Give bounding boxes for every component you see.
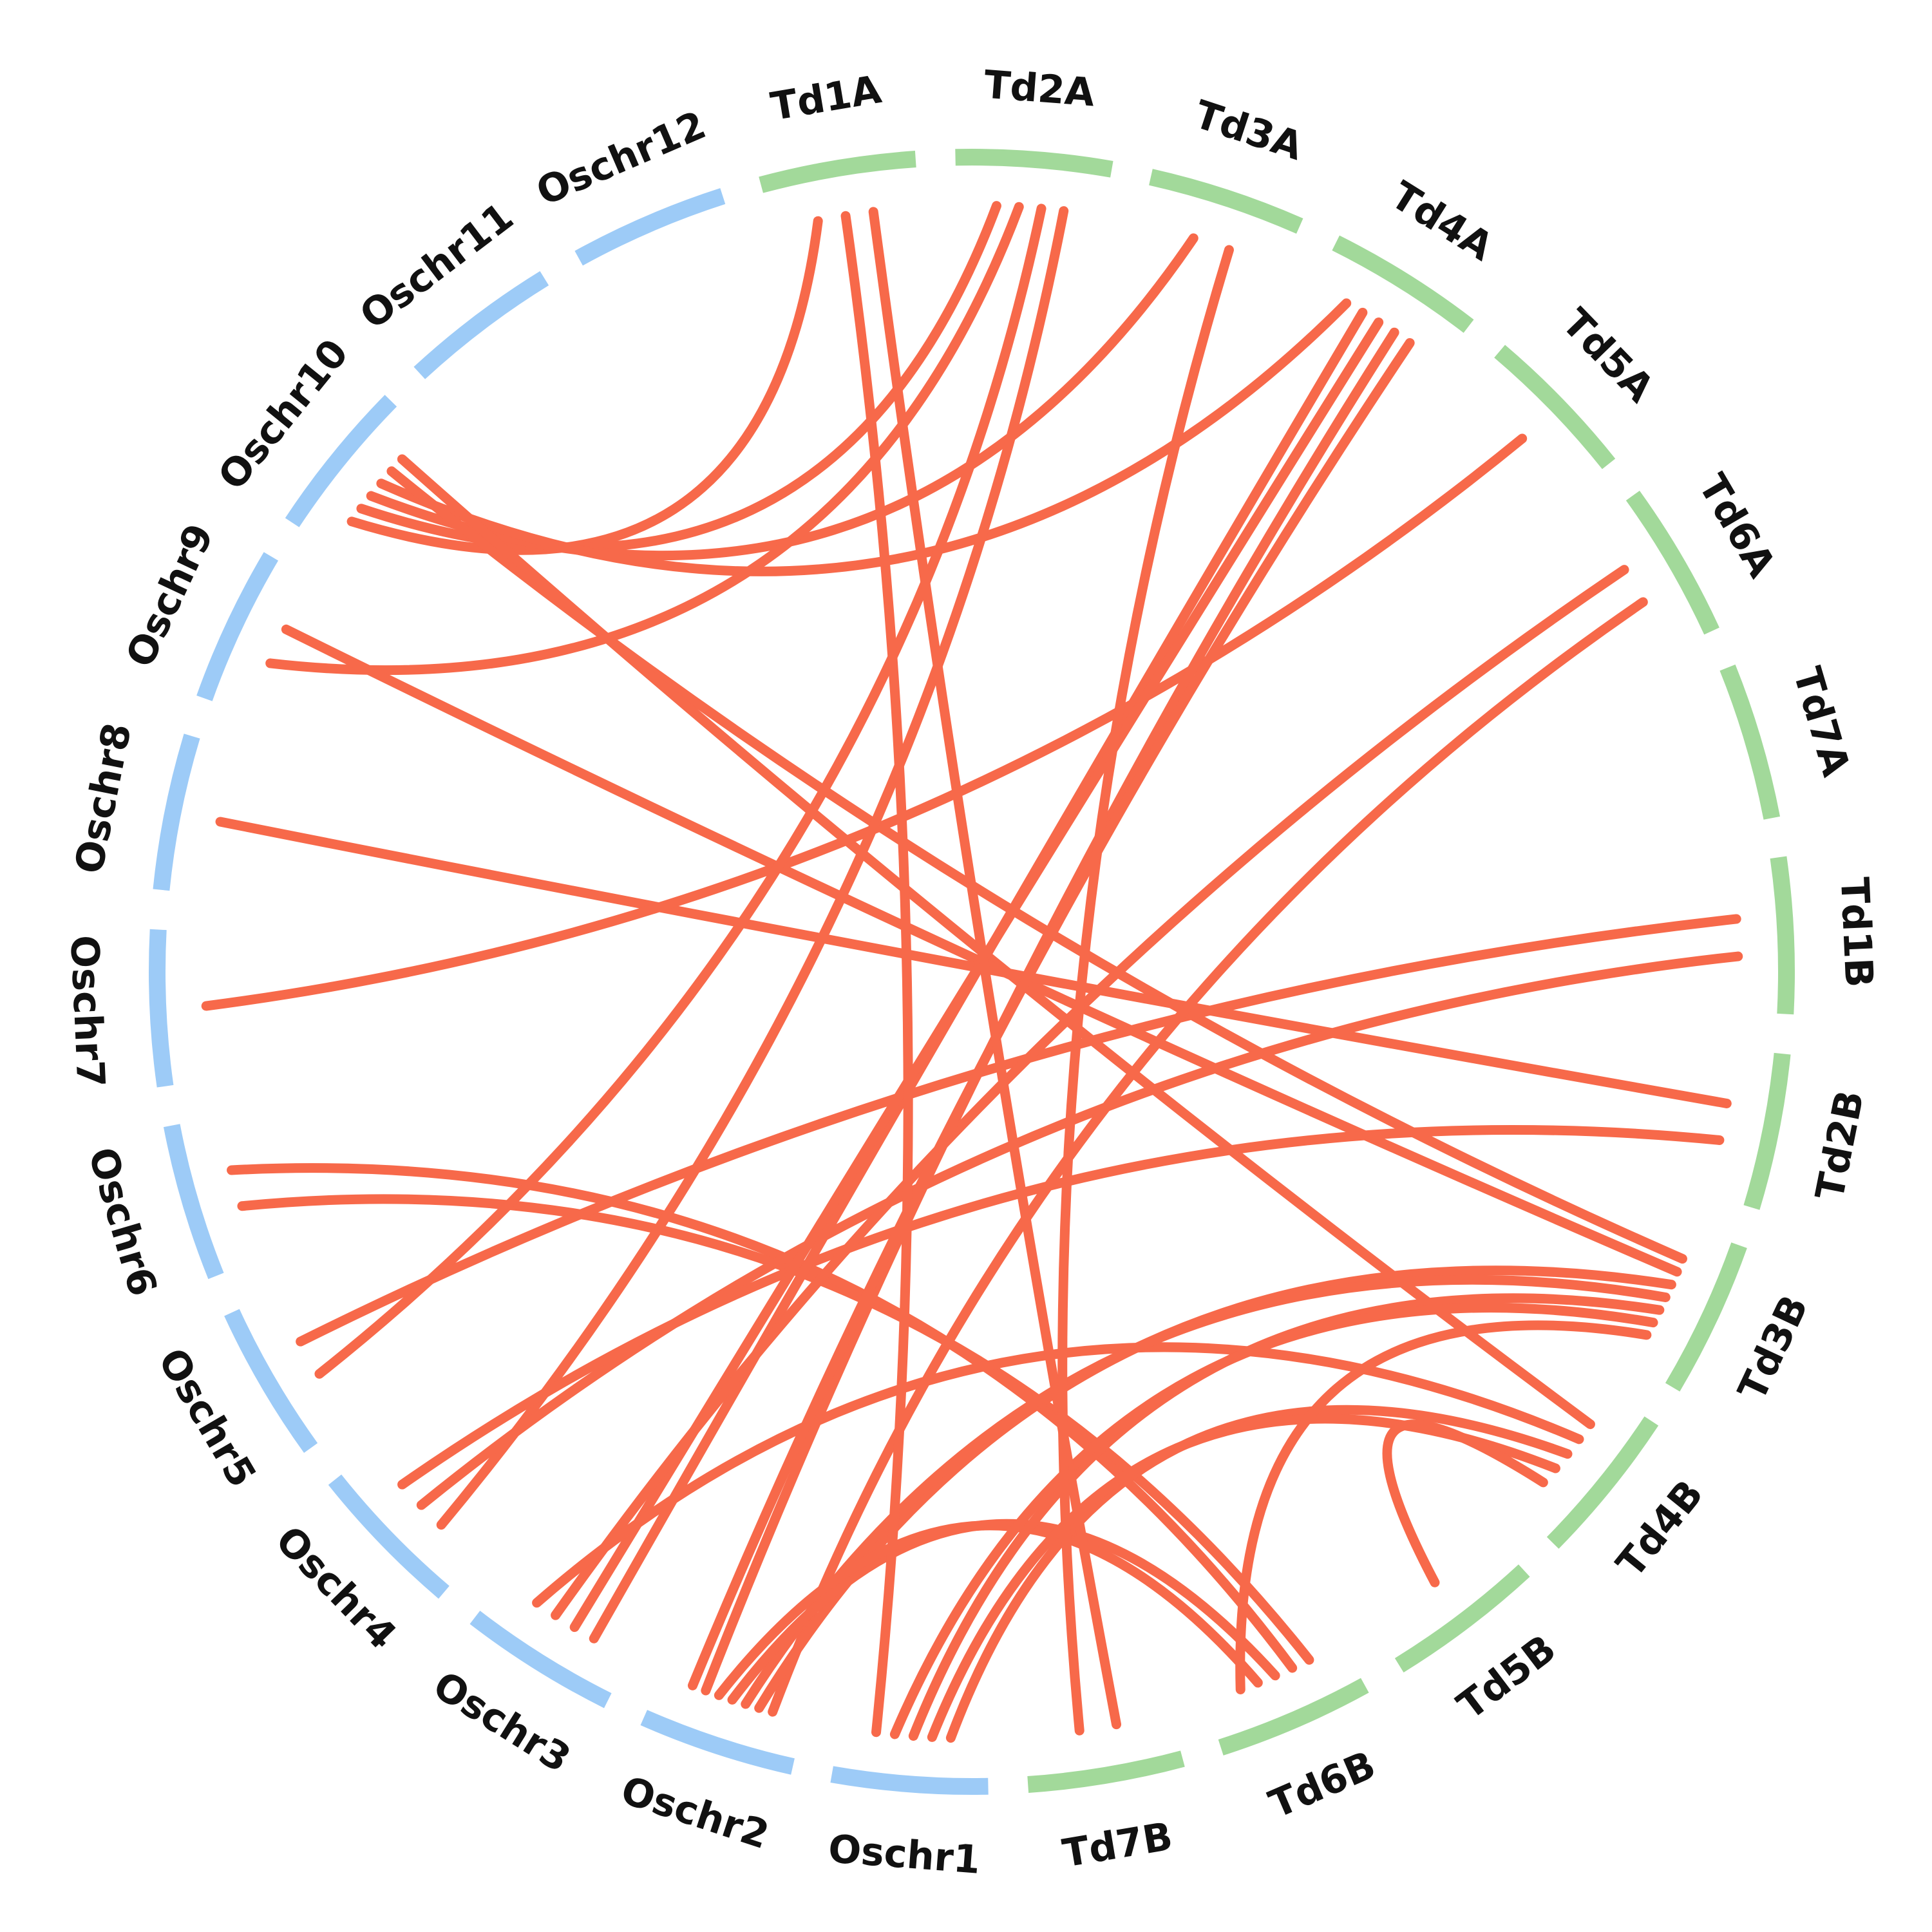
- chromosome-block-td1b: [1770, 856, 1795, 1015]
- synteny-link: [227, 1163, 1298, 1673]
- chromosome-label-td6b: Td6B: [1263, 1743, 1382, 1828]
- chromosome-block-td1a: [759, 151, 916, 193]
- chromosome-label-td1a: Td1A: [768, 67, 885, 129]
- chromosome-block-oschr2: [640, 1710, 795, 1775]
- synteny-link: [215, 817, 1732, 1108]
- synteny-link: [868, 207, 1122, 1730]
- synteny-link: [397, 1125, 1725, 1490]
- synteny-link: [237, 1194, 1314, 1665]
- synteny-link: [314, 204, 1046, 1379]
- chromosome-label-td6a: Td6A: [1689, 466, 1784, 585]
- chromosome-label-td7a: Td7A: [1784, 662, 1859, 781]
- synteny-link: [840, 211, 913, 1738]
- synteny-link: [346, 216, 823, 555]
- chromosome-block-td5a: [1494, 345, 1616, 469]
- chromosome-block-td3a: [1149, 169, 1303, 234]
- chromosome-block-td4a: [1332, 235, 1474, 333]
- chromosome-block-oschr5: [224, 1309, 318, 1454]
- chromosome-label-oschr2: Oschr2: [616, 1768, 774, 1858]
- chromosome-block-td5b: [1394, 1564, 1530, 1672]
- chromosome-label-td2a: Td2A: [982, 62, 1096, 116]
- chromosome-block-oschr11: [413, 271, 549, 379]
- synteny-link: [688, 338, 1415, 1690]
- chromosome-label-td7b: Td7B: [1059, 1814, 1176, 1877]
- synteny-link: [376, 298, 1352, 576]
- chromosome-label-oschr7: Oschr7: [61, 934, 113, 1088]
- synteny-link: [741, 1274, 1671, 1709]
- synteny-link: [551, 565, 1629, 1620]
- chromosome-block-oschr12: [574, 188, 726, 266]
- chromosome-label-td1b: Td1B: [1832, 876, 1882, 989]
- chromosome-block-td7b: [1027, 1750, 1185, 1793]
- chromosome-label-td2b: Td2B: [1807, 1086, 1873, 1204]
- chromosome-block-td4b: [1546, 1416, 1659, 1549]
- ideogram-ring: [149, 149, 1795, 1795]
- chromosome-label-oschr12: Oschr12: [530, 102, 712, 214]
- chromosome-label-td5b: Td5B: [1449, 1626, 1564, 1728]
- chromosome-block-td2a: [955, 149, 1113, 178]
- chromosome-block-oschr7: [149, 929, 174, 1088]
- synteny-link: [1382, 1419, 1548, 1587]
- chromosome-block-td6a: [1625, 490, 1719, 635]
- synteny-link: [366, 233, 1198, 561]
- synteny-link: [889, 1303, 1658, 1739]
- chromosome-label-oschr1: Oschr1: [827, 1826, 982, 1883]
- chromosome-label-td4a: Td4A: [1383, 173, 1501, 270]
- chromosome-block-oschr4: [328, 1474, 450, 1599]
- synteny-link: [416, 951, 1743, 1510]
- chromosome-label-oschr6: Oschr6: [79, 1142, 166, 1301]
- chromosome-block-oschr3: [469, 1611, 612, 1709]
- synteny-link: [265, 202, 1024, 676]
- chromosome-label-td3b: Td3B: [1730, 1289, 1817, 1408]
- chromosome-block-td6b: [1218, 1678, 1369, 1756]
- chromosome-label-oschr8: Oschr8: [66, 719, 140, 877]
- chromosome-block-td3b: [1665, 1242, 1747, 1392]
- chromosome-block-oschr9: [196, 552, 279, 701]
- chromosome-block-oschr6: [163, 1124, 224, 1280]
- chromosome-label-td5a: Td5A: [1553, 300, 1663, 412]
- synteny-link: [1057, 245, 1234, 1736]
- chromosome-label-td3a: Td3A: [1189, 92, 1309, 169]
- synteny-link: [532, 1342, 1584, 1608]
- chromosome-label-oschr9: Oschr9: [117, 517, 223, 674]
- synteny-link: [768, 597, 1648, 1717]
- chromosome-block-td7a: [1719, 664, 1781, 820]
- chromosome-block-oschr1: [830, 1766, 989, 1795]
- synteny-link: [1235, 1320, 1652, 1694]
- chromosome-label-oschr5: Oschr5: [149, 1341, 265, 1495]
- chromosome-block-oschr10: [285, 395, 397, 527]
- links-layer: [201, 201, 1743, 1743]
- chromosome-block-oschr8: [153, 734, 200, 891]
- synteny-link: [436, 206, 1069, 1530]
- synteny-link: [714, 1520, 1263, 1700]
- chromosome-label-td4b: Td4B: [1608, 1472, 1712, 1586]
- chromosome-block-td2b: [1743, 1052, 1791, 1210]
